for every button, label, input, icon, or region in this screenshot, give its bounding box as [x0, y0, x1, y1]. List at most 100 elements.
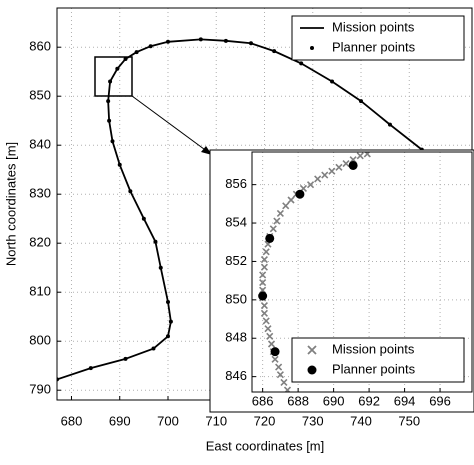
y-tick-label: 860 [29, 39, 51, 54]
planner-point [148, 44, 153, 49]
planner-point [258, 291, 268, 301]
planner-point [106, 99, 111, 104]
legend-label: Mission points [332, 19, 415, 34]
planner-point [348, 160, 358, 170]
cross-point [328, 167, 336, 175]
mission-line [57, 38, 472, 381]
planner-point [88, 366, 93, 371]
x-tick-label: 740 [350, 413, 372, 428]
arrow-head [201, 146, 212, 155]
legend-label: Planner points [332, 361, 416, 376]
cross-point [282, 202, 290, 210]
legend-label: Mission points [332, 341, 415, 356]
y-tick-label: 856 [225, 176, 247, 191]
x-tick-label: 680 [61, 413, 83, 428]
cross-point [283, 386, 292, 392]
cross-point [267, 340, 276, 348]
planner-point [223, 38, 228, 43]
y-tick-label: 840 [29, 137, 51, 152]
axes-frame [251, 151, 473, 393]
zoom-arrow [131, 95, 209, 153]
y-tick-label: 810 [29, 284, 51, 299]
planner-point [295, 189, 305, 199]
cross-point [269, 225, 277, 233]
cross-point [273, 217, 281, 225]
x-tick-label: 730 [302, 413, 324, 428]
legend: Mission points Planner points [291, 15, 465, 61]
cross-point [280, 378, 288, 386]
y-tick-label: 820 [29, 235, 51, 250]
legend-cross [307, 345, 317, 355]
planner-point [110, 139, 115, 144]
cross-point [259, 278, 267, 287]
planner-point [115, 66, 120, 71]
planner-point [359, 99, 364, 104]
legend-box [291, 15, 465, 61]
legend-box [291, 337, 465, 383]
cross-point [306, 181, 315, 189]
zoom-box [94, 56, 133, 97]
planner-point [128, 189, 133, 194]
cross-point [321, 171, 329, 179]
planner-point [141, 216, 146, 221]
x-tick-label: 692 [358, 393, 380, 408]
planner-point [153, 239, 158, 244]
cross-point [276, 371, 284, 379]
planner-point [165, 39, 170, 44]
cross-point [260, 309, 268, 317]
x-tick-label: 710 [205, 413, 227, 428]
cross-point [260, 255, 268, 264]
y-tick-label: 850 [29, 88, 51, 103]
legend-label: Planner points [332, 39, 416, 54]
planner-point [158, 265, 163, 270]
x-tick-label: 690 [109, 413, 131, 428]
planner-point [165, 300, 170, 304]
planner-point [107, 118, 112, 123]
planner-point [123, 356, 128, 361]
cross-point [264, 325, 272, 333]
x-axis-label: East coordinates [m] [206, 438, 325, 453]
y-tick-label: 852 [225, 253, 247, 268]
plot-area [258, 152, 371, 392]
y-tick-label: 854 [225, 214, 247, 229]
x-tick-label: 700 [157, 413, 179, 428]
y-tick-label: 846 [225, 368, 247, 383]
y-tick-label: 848 [225, 330, 247, 345]
y-tick-label: 790 [29, 382, 51, 397]
cross-point [314, 175, 322, 183]
x-tick-label: 720 [254, 413, 276, 428]
legend-dot [307, 365, 317, 375]
x-tick-label: 686 [252, 393, 274, 408]
plot-area [57, 37, 472, 382]
planner-point [272, 49, 277, 54]
planner-point [168, 319, 173, 324]
planner-point [299, 61, 304, 66]
y-axis-label: North coordinates [m] [3, 142, 18, 266]
y-tick-label: 850 [225, 291, 247, 306]
cross-point [287, 196, 295, 204]
cross-point [262, 317, 270, 325]
x-tick-label: 688 [287, 393, 309, 408]
planner-point [198, 37, 203, 42]
cross-point [275, 363, 283, 371]
cross-point [342, 159, 350, 168]
cross-point [271, 355, 279, 363]
cross-point [363, 152, 371, 158]
planner-point [387, 122, 392, 127]
cross-point [262, 248, 270, 256]
planner-point [117, 162, 122, 167]
planner-point [165, 334, 170, 339]
y-tick-label: 830 [29, 186, 51, 201]
cross-point [266, 332, 274, 340]
y-tick-label: 800 [29, 333, 51, 348]
x-tick-label: 690 [323, 393, 345, 408]
planner-point [151, 346, 156, 351]
planner-point [330, 79, 335, 84]
cross-point [260, 263, 268, 271]
planner-point [123, 56, 128, 61]
cross-point [276, 209, 284, 218]
legend: Mission points Planner points [291, 337, 465, 383]
cross-point [260, 302, 268, 310]
cross-point [356, 152, 364, 160]
